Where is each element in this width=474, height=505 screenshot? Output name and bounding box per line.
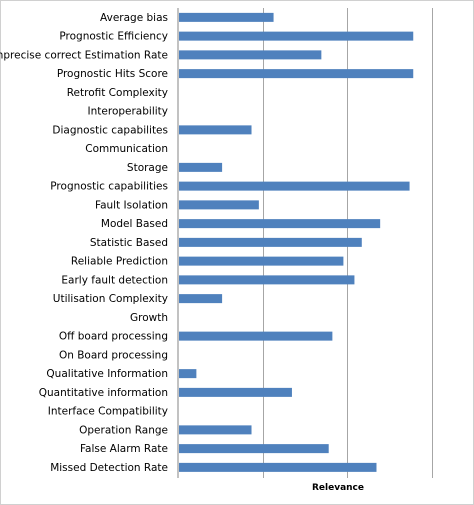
category-label: On Board processing — [59, 349, 168, 361]
category-label: Prognostic capabilities — [50, 181, 168, 193]
bar — [179, 125, 252, 135]
category-label: Statistic Based — [90, 237, 168, 249]
bar — [179, 387, 292, 397]
category-label: Early fault detection — [61, 274, 168, 286]
category-label: Fault Isolation — [95, 199, 168, 211]
category-label: Prognostic Hits Score — [57, 68, 168, 80]
category-label: Interface Compatibility — [48, 406, 168, 418]
bar — [179, 256, 344, 266]
bar — [179, 12, 274, 22]
category-label: Quantitative information — [39, 387, 168, 399]
bar — [179, 69, 414, 79]
bar — [179, 50, 322, 60]
bar — [179, 200, 259, 210]
bar — [179, 162, 223, 172]
bar — [179, 462, 377, 472]
category-labels: Average bias Prognostic Efficiency Impreci… — [0, 12, 168, 474]
category-label: Off board processing — [59, 331, 168, 343]
category-label: Utilisation Complexity — [53, 293, 168, 305]
bar — [179, 181, 410, 191]
category-label: Missed Detection Rate — [50, 462, 168, 474]
category-label: Diagnostic capabilites — [52, 124, 168, 136]
category-label: Model Based — [101, 218, 168, 230]
category-label: Storage — [127, 162, 168, 174]
bars — [179, 12, 414, 472]
x-axis-title: Relevance — [312, 483, 364, 493]
bar — [179, 31, 414, 41]
bar — [179, 294, 223, 304]
category-label: Average bias — [100, 12, 168, 24]
category-label: Qualitative Information — [46, 368, 168, 380]
category-label: Growth — [130, 312, 168, 324]
bar — [179, 237, 362, 247]
category-label: Retrofit Complexity — [67, 87, 168, 99]
bar — [179, 444, 329, 454]
category-label: Prognostic Efficiency — [59, 31, 168, 43]
category-label: Interoperability — [88, 106, 168, 118]
category-label: Communication — [85, 143, 168, 155]
bar — [179, 331, 333, 341]
category-label: Imprecise correct Estimation Rate — [0, 49, 168, 61]
bar — [179, 275, 355, 285]
category-label: False Alarm Rate — [80, 443, 168, 455]
category-label: Reliable Prediction — [71, 256, 168, 268]
bar — [179, 425, 252, 435]
bar — [179, 219, 381, 229]
category-label: Operation Range — [79, 424, 168, 436]
bar — [179, 369, 197, 379]
